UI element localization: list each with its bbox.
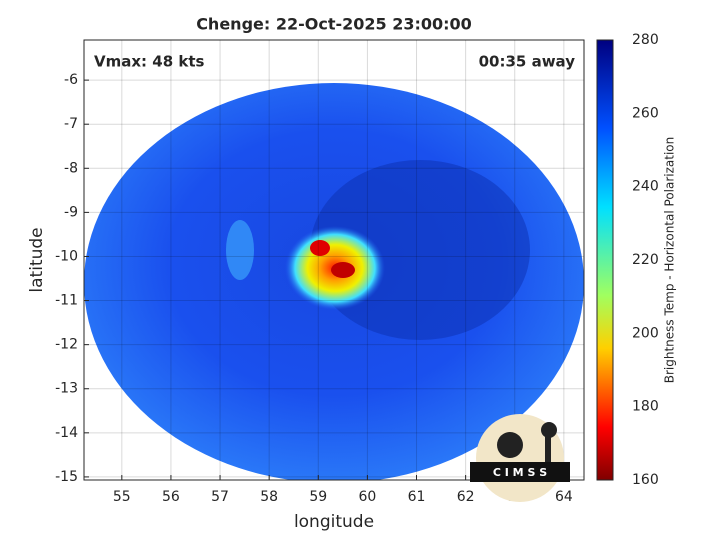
y-tick-label: -12 [55, 337, 78, 353]
y-tick-label: -11 [55, 293, 78, 309]
y-tick-label: -9 [64, 204, 78, 220]
colorbar-tick-label: 240 [632, 179, 659, 195]
chart-title: Chenge: 22-Oct-2025 23:00:00 [196, 15, 472, 34]
x-tick-label: 64 [555, 489, 573, 505]
x-tick-label: 55 [113, 489, 131, 505]
colorbar-tick-label: 180 [632, 399, 659, 415]
x-tick-label: 60 [358, 489, 376, 505]
colorbar-tick-label: 280 [632, 32, 659, 48]
satellite-image [84, 83, 584, 480]
cimss-logo: C I M S S [470, 414, 570, 502]
y-tick-label: -15 [55, 469, 78, 485]
y-tick-label: -6 [64, 72, 78, 88]
y-tick-label: -10 [55, 248, 78, 264]
colorbar-tick-label: 260 [632, 105, 659, 121]
annotation: 00:35 away [479, 53, 576, 71]
x-tick-label: 57 [211, 489, 229, 505]
colorbar-label: Brightness Temp - Horizontal Polarizatio… [663, 137, 677, 384]
colorbar-tick-label: 220 [632, 252, 659, 268]
colorbar [596, 39, 614, 481]
colorbar-tick-label: 200 [632, 325, 659, 341]
y-axis-label: latitude [27, 227, 47, 292]
y-tick-label: -7 [64, 116, 78, 132]
colorbar-tick-label: 160 [632, 472, 659, 488]
x-axis-label: longitude [294, 512, 374, 532]
x-tick-label: 59 [309, 489, 327, 505]
x-tick-label: 56 [162, 489, 180, 505]
logo-text: C I M S S [493, 466, 547, 479]
x-tick-label: 61 [408, 489, 426, 505]
annotation: Vmax: 48 kts [94, 53, 204, 71]
y-tick-label: -13 [55, 381, 78, 397]
x-tick-label: 62 [457, 489, 475, 505]
x-tick-label: 58 [260, 489, 278, 505]
y-tick-label: -14 [55, 425, 78, 441]
y-tick-label: -8 [64, 160, 78, 176]
plot-frame [83, 39, 585, 481]
